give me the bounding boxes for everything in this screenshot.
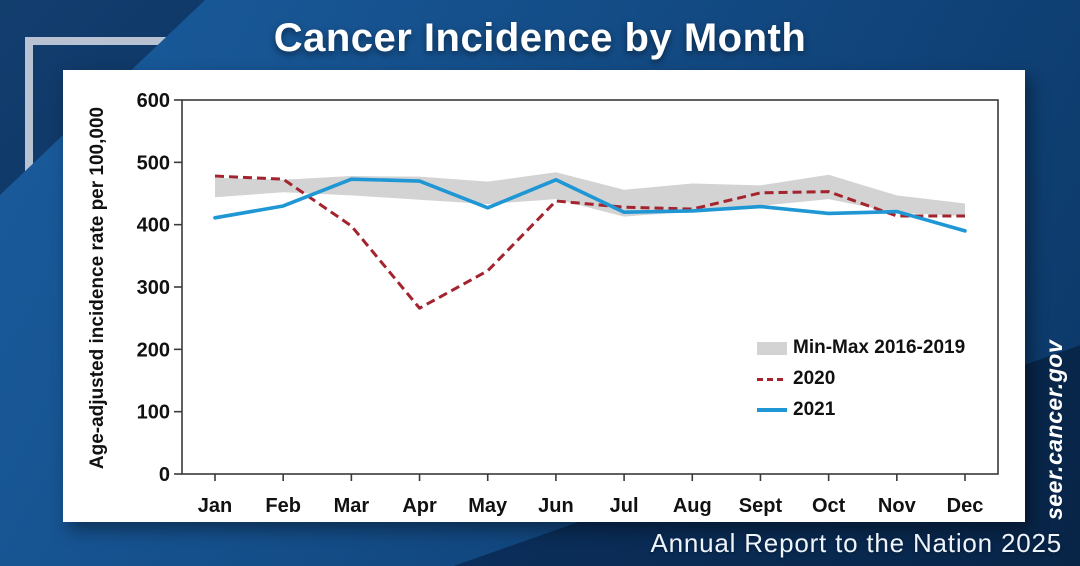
y-tick-label: 0 — [159, 464, 170, 486]
legend-item-2020: 2020 — [757, 368, 965, 390]
x-tick-label: Apr — [402, 495, 437, 517]
legend-item-2021: 2021 — [757, 399, 965, 421]
y-tick-label: 500 — [137, 152, 170, 174]
solid-line-swatch — [757, 408, 787, 412]
series-2021-line — [213, 177, 967, 233]
line-chart: 0 100 200 300 400 500 600 Jan Feb Mar Apr May Jun Jul… — [137, 90, 999, 517]
legend-label: Min-Max 2016-2019 — [793, 337, 966, 358]
seer-url-watermark: seer.cancer.gov — [1041, 339, 1067, 520]
minmax-band-swatch — [757, 341, 787, 355]
legend-item-minmax: Min-Max 2016-2019 — [757, 337, 965, 359]
y-tick-label: 600 — [137, 90, 170, 112]
x-tick-label: Dec — [947, 495, 984, 517]
chart-card: Age-adjusted incidence rate per 100,000 … — [63, 70, 1025, 522]
x-tick-label: May — [468, 495, 508, 517]
series-2020-line — [214, 174, 965, 310]
legend-label: 2020 — [793, 368, 836, 389]
corner-bracket-decoration — [25, 37, 205, 195]
x-tick-label: Nov — [878, 495, 917, 517]
y-tick-label: 300 — [137, 277, 170, 299]
legend-label: 2021 — [793, 399, 836, 420]
dashed-line-swatch — [757, 377, 787, 381]
y-tick-label: 100 — [137, 402, 170, 424]
x-tick-label: Mar — [334, 495, 370, 517]
x-tick-label: Oct — [812, 495, 846, 517]
x-tick-label: Sept — [739, 495, 783, 517]
x-tick-label: Jul — [610, 495, 639, 517]
x-tick-label: Jun — [538, 495, 574, 517]
page-title: Cancer Incidence by Month — [273, 16, 807, 60]
y-tick-label: 200 — [137, 339, 170, 361]
chart-legend: Min-Max 2016-2019 2020 2021 — [757, 337, 965, 421]
report-footer: Annual Report to the Nation 2025 — [650, 528, 1062, 558]
x-tick-label: Feb — [265, 495, 301, 517]
y-tick-label: 400 — [137, 215, 170, 237]
x-tick-label: Jan — [198, 495, 232, 517]
x-tick-label: Aug — [673, 495, 712, 517]
